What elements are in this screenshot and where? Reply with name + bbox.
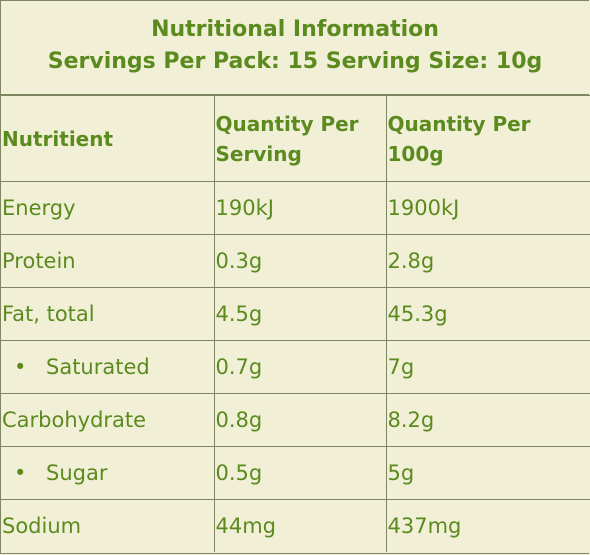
quantity-cell: 190kJ bbox=[213, 181, 387, 235]
cell-text: 0.3g bbox=[215, 249, 263, 273]
table-row: Saturated 0.7g 7g bbox=[1, 340, 590, 394]
cell-text: Fat, total bbox=[2, 302, 95, 326]
cell-text: Saturated bbox=[2, 355, 150, 379]
cell-text: 0.5g bbox=[215, 461, 263, 485]
cell-text: 4.5g bbox=[215, 302, 263, 326]
subtitle: Servings Per Pack: 15 Serving Size: 10g bbox=[47, 49, 543, 74]
quantity-cell: 0.8g bbox=[213, 393, 387, 447]
cell-text: 0.8g bbox=[215, 408, 263, 432]
table-row: Carbohydrate 0.8g 8.2g bbox=[1, 393, 590, 447]
table-row: Sugar 0.5g 5g bbox=[1, 446, 590, 500]
quantity-cell: 2.8g bbox=[385, 234, 590, 288]
quantity-cell: 0.3g bbox=[213, 234, 387, 288]
quantity-cell: 45.3g bbox=[385, 287, 590, 341]
nutrition-table: Nutritient Quantity Per Serving Quantity P… bbox=[1, 95, 590, 552]
quantity-cell: 5g bbox=[385, 446, 590, 500]
header-row: Nutritient Quantity Per Serving Quantity P… bbox=[1, 95, 590, 182]
cell-text: 0.7g bbox=[215, 355, 263, 379]
cell-text: Protein bbox=[2, 249, 76, 273]
cell-text: 45.3g bbox=[387, 302, 448, 326]
cell-text: 7g bbox=[387, 355, 415, 379]
nutrient-name: Fat, total bbox=[1, 287, 215, 341]
quantity-cell: 0.7g bbox=[213, 340, 387, 394]
quantity-cell: 0.5g bbox=[213, 446, 387, 500]
nutrient-name: Sodium bbox=[1, 499, 215, 552]
nutrient-name: Saturated bbox=[1, 340, 215, 394]
nutrient-name: Sugar bbox=[1, 446, 215, 500]
cell-text: 44mg bbox=[215, 514, 277, 538]
quantity-cell: 437mg bbox=[385, 499, 590, 552]
table-body: Energy 190kJ 1900kJ Protein 0.3g 2.8g Fat, tot… bbox=[1, 181, 590, 552]
nutrient-name: Energy bbox=[1, 181, 215, 235]
quantity-cell: 44mg bbox=[213, 499, 387, 552]
table-row: Energy 190kJ 1900kJ bbox=[1, 181, 590, 235]
quantity-cell: 7g bbox=[385, 340, 590, 394]
column-header: Nutritient bbox=[1, 95, 215, 182]
quantity-cell: 1900kJ bbox=[385, 181, 590, 235]
table-row: Sodium 44mg 437mg bbox=[1, 499, 590, 552]
cell-text: 8.2g bbox=[387, 408, 435, 432]
nutrient-name: Protein bbox=[1, 234, 215, 288]
title: Nutritional Information bbox=[151, 17, 439, 42]
cell-text: Energy bbox=[2, 196, 76, 220]
nutrient-name: Carbohydrate bbox=[1, 393, 215, 447]
cell-text: Sodium bbox=[2, 514, 82, 538]
quantity-cell: 8.2g bbox=[385, 393, 590, 447]
title-block: Nutritional Information Servings Per Pac… bbox=[1, 1, 589, 95]
cell-text: 5g bbox=[387, 461, 415, 485]
table-row: Protein 0.3g 2.8g bbox=[1, 234, 590, 288]
quantity-cell: 4.5g bbox=[213, 287, 387, 341]
table-row: Fat, total 4.5g 45.3g bbox=[1, 287, 590, 341]
cell-text: 1900kJ bbox=[387, 196, 460, 220]
column-header: Quantity Per 100g bbox=[385, 95, 590, 182]
cell-text: 437mg bbox=[387, 514, 462, 538]
cell-text: Carbohydrate bbox=[2, 408, 147, 432]
column-header: Quantity Per Serving bbox=[213, 95, 387, 182]
cell-text: 2.8g bbox=[387, 249, 435, 273]
cell-text: 190kJ bbox=[215, 196, 274, 220]
cell-text: Sugar bbox=[2, 461, 107, 485]
